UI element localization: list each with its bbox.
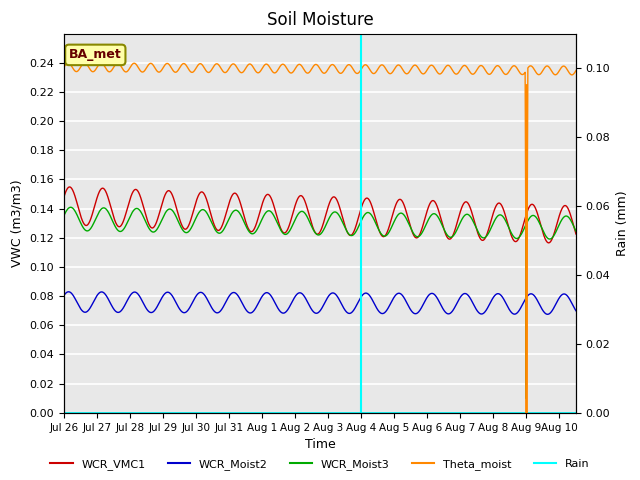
Y-axis label: Rain (mm): Rain (mm) [616,191,629,256]
X-axis label: Time: Time [305,438,335,451]
Text: BA_met: BA_met [69,48,122,61]
Legend: WCR_VMC1, WCR_Moist2, WCR_Moist3, Theta_moist, Rain: WCR_VMC1, WCR_Moist2, WCR_Moist3, Theta_… [46,455,594,474]
Y-axis label: VWC (m3/m3): VWC (m3/m3) [11,180,24,267]
Title: Soil Moisture: Soil Moisture [267,11,373,29]
